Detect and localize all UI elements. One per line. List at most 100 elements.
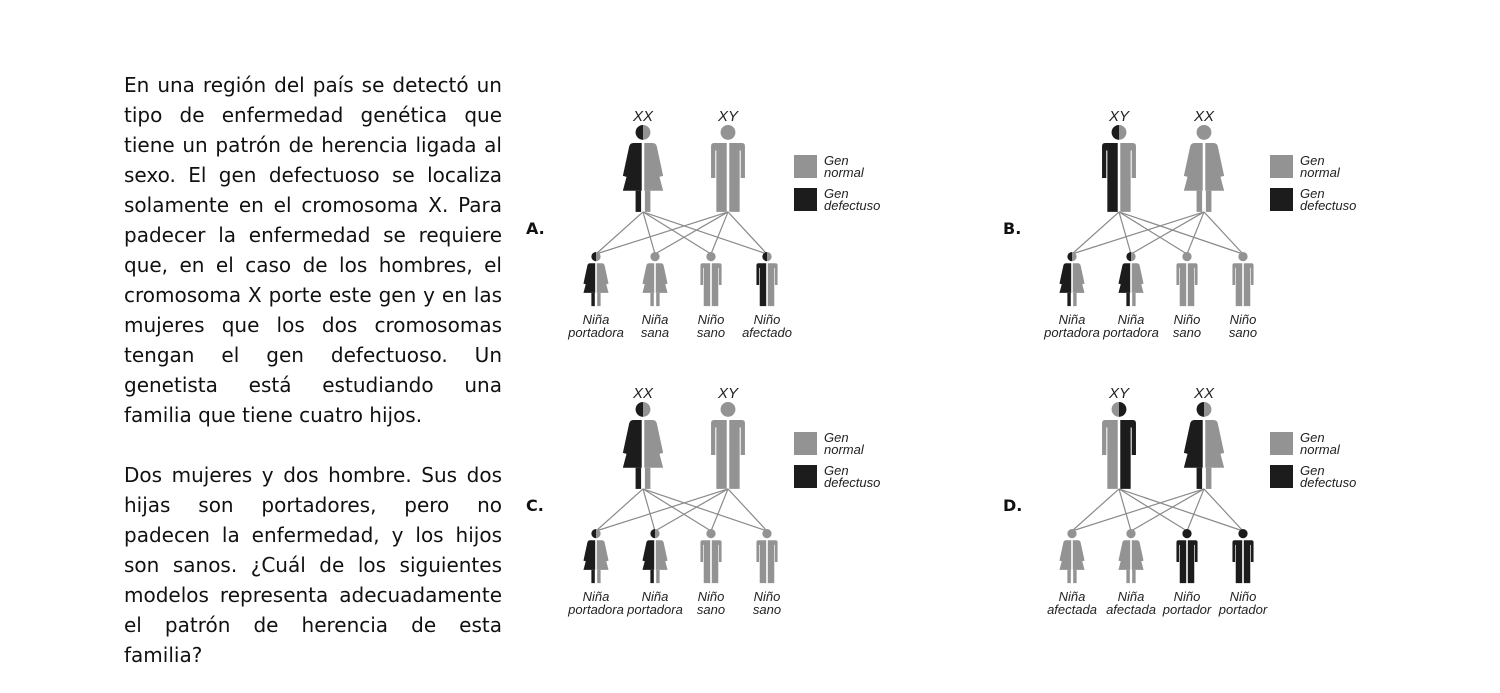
- legend-normal-label-line1: Gen: [824, 153, 849, 168]
- child-label-line2: sano: [1229, 325, 1257, 340]
- child-label-line1: Niña: [1059, 312, 1086, 327]
- son-figure: [700, 252, 722, 307]
- father-figure: [711, 402, 745, 489]
- chromosome-label: XX: [1193, 108, 1215, 125]
- legend-defective-label-line1: Gen: [824, 463, 849, 478]
- child-label-line1: Niño: [1174, 312, 1201, 327]
- daughter-figure: [642, 529, 668, 584]
- legend-defective-swatch: [1270, 188, 1293, 211]
- mother-figure: [622, 125, 664, 212]
- child-label-line2: portadora: [1043, 325, 1100, 340]
- inheritance-line: [1130, 211, 1205, 255]
- legend-defective-swatch: [794, 188, 817, 211]
- legend-defective-label-line2: defectuso: [824, 198, 880, 213]
- child-label-line2: afectada: [1047, 602, 1097, 617]
- chromosome-label: XY: [717, 108, 739, 125]
- legend-normal-swatch: [794, 432, 817, 455]
- inheritance-line: [1118, 211, 1244, 255]
- inheritance-line: [1130, 488, 1205, 532]
- child-label-line2: portadora: [567, 602, 624, 617]
- child-label-line1: Niña: [1118, 589, 1145, 604]
- chromosome-label: XY: [717, 385, 739, 402]
- son-figure: [756, 529, 778, 584]
- pedigree-option-b: XY XXNiñaportadoraNiñaportadoraNiñosanoNi…: [1043, 108, 1356, 340]
- daughter-figure: [1059, 252, 1085, 307]
- father-figure: [1102, 402, 1136, 489]
- legend-normal-label-line2: normal: [824, 165, 865, 180]
- child-label-line1: Niña: [1118, 312, 1145, 327]
- inheritance-line: [642, 488, 656, 532]
- inheritance-line: [1203, 211, 1244, 255]
- mother-figure: [1183, 402, 1225, 489]
- child-label-line1: Niña: [642, 589, 669, 604]
- legend-normal-swatch: [1270, 432, 1293, 455]
- pedigree-option-a: XX XYNiñaportadoraNiñasanaNiñosanoNiñoafe…: [567, 108, 880, 340]
- child-label-line1: Niño: [754, 589, 781, 604]
- inheritance-line: [727, 211, 768, 255]
- child-label-line2: afectado: [742, 325, 792, 340]
- legend-defective-label-line1: Gen: [1300, 463, 1325, 478]
- question-paragraph-2: Dos mujeres y dos hombre. Sus dos hijas …: [124, 463, 502, 667]
- inheritance-line: [1118, 488, 1188, 532]
- option-a-letter: A.: [526, 219, 545, 238]
- child-label-line2: portadora: [1102, 325, 1159, 340]
- child-label-line1: Niño: [698, 312, 725, 327]
- mother-figure: [622, 402, 664, 489]
- child-label-line2: afectada: [1106, 602, 1156, 617]
- question-paragraph-1: En una región del país se detectó un tip…: [124, 73, 502, 427]
- inheritance-line: [1118, 488, 1132, 532]
- father-figure: [1102, 125, 1136, 212]
- legend-defective-swatch: [794, 465, 817, 488]
- daughter-figure: [1059, 529, 1085, 584]
- child-label-line1: Niña: [642, 312, 669, 327]
- mother-figure: [1183, 125, 1225, 212]
- inheritance-line: [1071, 488, 1120, 532]
- legend-normal-label-line2: normal: [1300, 442, 1341, 457]
- inheritance-line: [595, 488, 729, 532]
- legend-normal-label-line1: Gen: [824, 430, 849, 445]
- legend-defective-label-line2: defectuso: [1300, 475, 1356, 490]
- legend-normal-label-line2: normal: [1300, 165, 1341, 180]
- child-label-line2: portador: [1218, 602, 1268, 617]
- child-label-line1: Niño: [1230, 312, 1257, 327]
- child-label-line2: sano: [697, 602, 725, 617]
- daughter-figure: [583, 529, 609, 584]
- pedigree-option-c: XX XYNiñaportadoraNiñaportadoraNiñosanoNi…: [567, 385, 880, 617]
- child-label-line1: Niña: [583, 589, 610, 604]
- child-label-line2: sano: [1173, 325, 1201, 340]
- inheritance-line: [1186, 211, 1205, 255]
- inheritance-line: [1071, 211, 1120, 255]
- legend-defective-label-line2: defectuso: [824, 475, 880, 490]
- child-label-line2: portadora: [567, 325, 624, 340]
- inheritance-line: [654, 488, 729, 532]
- inheritance-line: [642, 211, 656, 255]
- inheritance-line: [1071, 488, 1205, 532]
- inheritance-line: [642, 211, 768, 255]
- legend-normal-label-line1: Gen: [1300, 153, 1325, 168]
- inheritance-line: [1186, 488, 1205, 532]
- option-b-letter: B.: [1003, 219, 1022, 238]
- child-label-line1: Niño: [1230, 589, 1257, 604]
- inheritance-line: [1203, 488, 1244, 532]
- legend-defective-label-line2: defectuso: [1300, 198, 1356, 213]
- inheritance-line: [1071, 211, 1205, 255]
- legend-normal-label-line1: Gen: [1300, 430, 1325, 445]
- inheritance-line: [595, 211, 729, 255]
- child-label-line2: sana: [641, 325, 669, 340]
- son-figure: [1232, 252, 1254, 307]
- chromosome-label: XY: [1108, 385, 1130, 402]
- child-label-line2: sano: [697, 325, 725, 340]
- legend-defective-swatch: [1270, 465, 1293, 488]
- child-label-line1: Niña: [1059, 589, 1086, 604]
- son-figure: [756, 252, 778, 307]
- child-label-line1: Niño: [698, 589, 725, 604]
- option-c-letter: C.: [526, 496, 544, 515]
- legend-defective-label-line1: Gen: [824, 186, 849, 201]
- child-label-line2: portadora: [626, 602, 683, 617]
- inheritance-line: [710, 488, 729, 532]
- inheritance-line: [727, 488, 768, 532]
- inheritance-line: [710, 211, 729, 255]
- inheritance-line: [654, 211, 729, 255]
- inheritance-line: [1118, 211, 1132, 255]
- daughter-figure: [583, 252, 609, 307]
